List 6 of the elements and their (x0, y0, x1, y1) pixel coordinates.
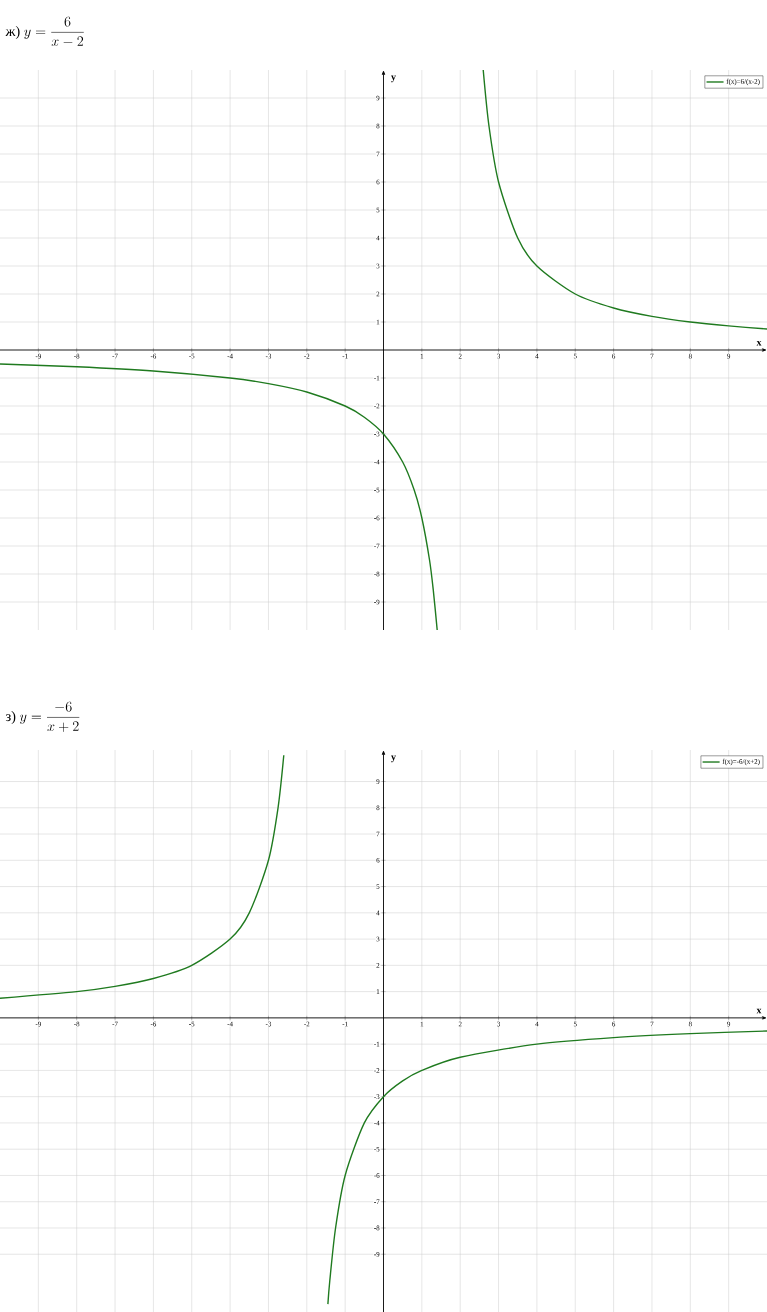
x-axis-title: x (756, 340, 762, 346)
x-axis-title: x (756, 1008, 762, 1014)
y-axis-title: y (391, 75, 396, 83)
chart-title: $\mbox{з)}\ y=\frac{-6}{x+2}$ (5, 701, 80, 732)
chart-title: $\mbox{ж)}\ y=\frac{6}{x-2}$ (5, 16, 84, 46)
y-axis-title: y (391, 755, 396, 763)
